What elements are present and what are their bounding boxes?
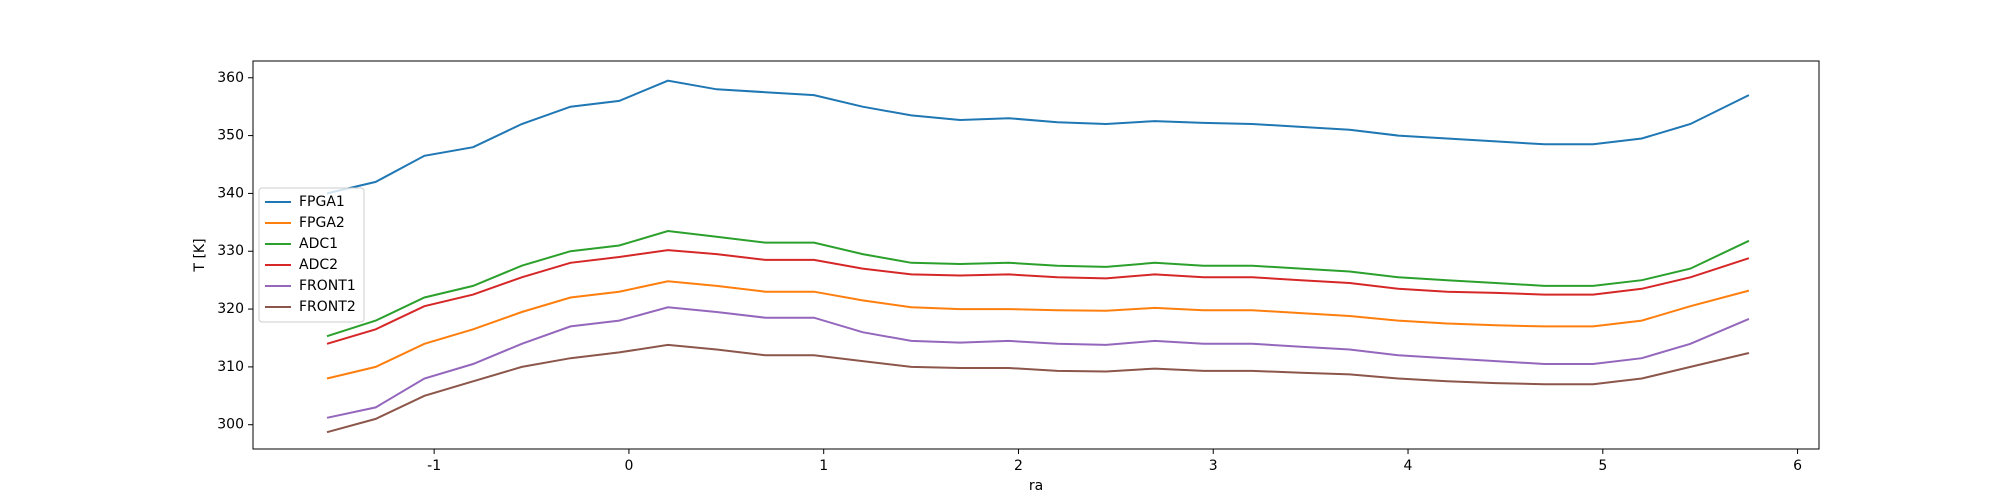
x-tick-label: 3	[1209, 458, 1218, 474]
x-tick-label: 6	[1793, 458, 1802, 474]
legend-label: FPGA1	[299, 194, 345, 210]
series-line	[326, 229, 1750, 338]
x-tick-label: 4	[1404, 458, 1413, 474]
legend-label: ADC2	[299, 257, 338, 273]
y-tick-label: 340	[217, 185, 244, 201]
series-line	[326, 306, 1750, 419]
x-tick-label: -1	[427, 458, 441, 474]
y-axis-label: T [K]	[192, 238, 208, 272]
legend-label: ADC1	[299, 236, 338, 252]
y-tick-label: 300	[217, 417, 244, 433]
y-tick-label: 330	[217, 243, 244, 259]
y-tick-label: 360	[217, 70, 244, 86]
series-line	[326, 343, 1750, 434]
y-tick-label: 310	[217, 359, 244, 375]
series-line	[326, 79, 1750, 195]
x-tick-label: 5	[1598, 458, 1607, 474]
plot-frame	[252, 60, 1820, 450]
x-axis-label: ra	[1029, 478, 1043, 494]
legend-label: FPGA2	[299, 215, 345, 231]
legend-box	[258, 187, 365, 323]
y-tick-label: 350	[217, 128, 244, 144]
legend-label: FRONT1	[299, 278, 356, 294]
y-tick-label: 320	[217, 301, 244, 317]
series-line	[326, 280, 1750, 380]
legend-label: FRONT2	[299, 299, 356, 315]
x-tick-label: 0	[624, 458, 633, 474]
x-tick-label: 1	[819, 458, 828, 474]
x-tick-label: 2	[1014, 458, 1023, 474]
series-line	[326, 249, 1750, 345]
